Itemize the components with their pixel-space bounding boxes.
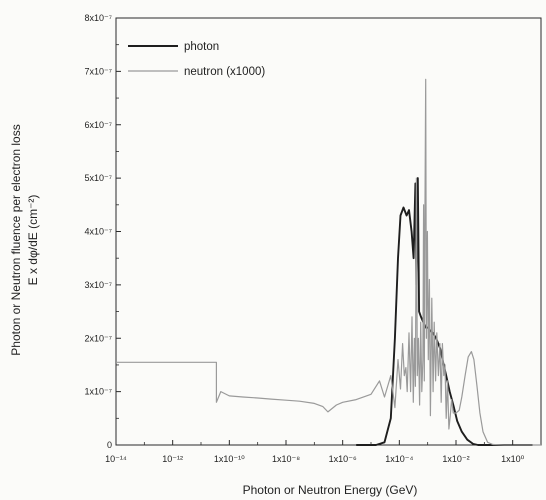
y-axis-title-line1: Photon or Neutron fluence per electron l…	[9, 124, 23, 355]
series-line-neutron	[116, 78, 541, 446]
legend-label-neutron: neutron (x1000)	[184, 66, 265, 78]
x-tick-label: 1x10⁻²	[442, 454, 469, 464]
y-tick-label: 4x10⁻⁷	[84, 227, 112, 237]
y-axis-title-line2: E x dφ/dE (cm⁻²)	[26, 195, 40, 286]
x-tick-label: 1x10⁻⁸	[272, 454, 300, 464]
legend: photon neutron (x1000)	[128, 41, 265, 78]
y-tick-label: 5x10⁻⁷	[84, 173, 112, 183]
plot-area	[115, 17, 542, 446]
y-tick-label: 2x10⁻⁷	[84, 333, 112, 343]
plot-frame	[115, 17, 542, 446]
legend-label-photon: photon	[184, 41, 219, 53]
x-tick-label: 10⁻¹²	[162, 454, 183, 464]
y-tick-label: 8x10⁻⁷	[84, 13, 112, 23]
x-axis-title: Photon or Neutron Energy (GeV)	[243, 483, 418, 497]
x-tick-label: 1x10⁻¹⁰	[214, 454, 245, 464]
x-tick-label: 10⁻¹⁴	[105, 454, 127, 464]
series-layer	[116, 78, 541, 446]
axes-layer: 0 1x10⁻⁷ 2x10⁻⁷ 3x10⁻⁷ 4x10⁻⁷ 5x10⁻⁷ 6x10⁻⁷ 7x1…	[84, 13, 524, 464]
x-tick-label: 1x10⁰	[501, 454, 525, 464]
series-line-photon	[356, 177, 533, 446]
y-tick-label: 3x10⁻⁷	[84, 280, 112, 290]
y-tick-label: 6x10⁻⁷	[84, 120, 112, 130]
y-tick-label: 0	[107, 440, 112, 450]
y-tick-label: 7x10⁻⁷	[84, 66, 112, 76]
x-tick-label: 1x10⁻⁶	[329, 454, 357, 464]
y-tick-label: 1x10⁻⁷	[84, 387, 112, 397]
x-tick-label: 1x10⁻⁴	[385, 454, 413, 464]
